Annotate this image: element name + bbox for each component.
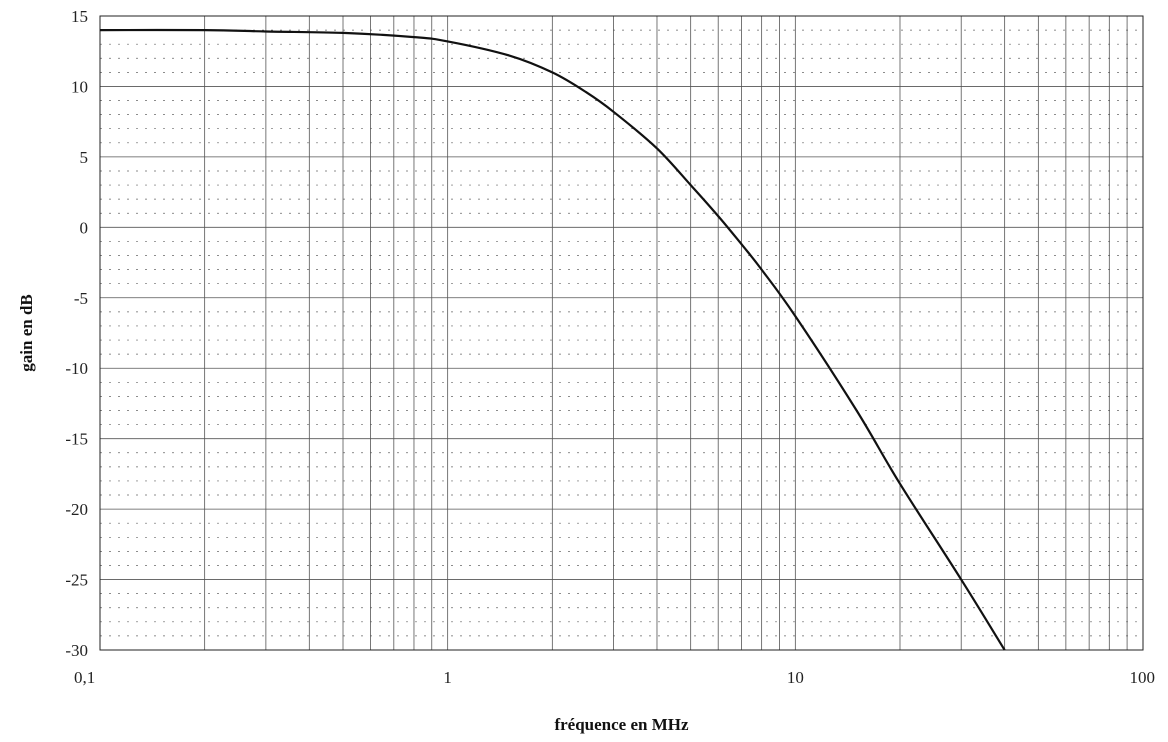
y-tick-label: -10 bbox=[65, 359, 88, 378]
x-tick-label: 10 bbox=[787, 668, 804, 687]
x-tick-labels: 0,1 1 10 100 bbox=[74, 668, 1155, 687]
x-tick-label: 1 bbox=[443, 668, 452, 687]
x-axis-title: fréquence en MHz bbox=[554, 715, 689, 734]
y-tick-labels: 15 10 5 0 -5 -10 -15 -20 -25 -30 bbox=[65, 7, 88, 660]
curve-layer bbox=[99, 28, 1006, 651]
y-tick-label: 10 bbox=[71, 77, 88, 96]
y-tick-label: 0 bbox=[80, 218, 89, 237]
x-tick-label: 0,1 bbox=[74, 668, 95, 687]
plot-frame bbox=[99, 15, 1144, 651]
y-tick-label: 5 bbox=[80, 148, 89, 167]
x-tick-label: 100 bbox=[1130, 668, 1156, 687]
y-tick-label: -15 bbox=[65, 430, 88, 449]
minor-grid bbox=[100, 29, 1143, 637]
y-tick-label: -5 bbox=[74, 289, 88, 308]
gain-curve bbox=[99, 28, 1006, 651]
major-grid bbox=[100, 16, 1143, 650]
y-tick-label: -20 bbox=[65, 500, 88, 519]
y-axis-title: gain en dB bbox=[17, 294, 36, 371]
y-tick-label: -30 bbox=[65, 641, 88, 660]
y-tick-label: 15 bbox=[71, 7, 88, 26]
y-tick-label: -25 bbox=[65, 571, 88, 590]
